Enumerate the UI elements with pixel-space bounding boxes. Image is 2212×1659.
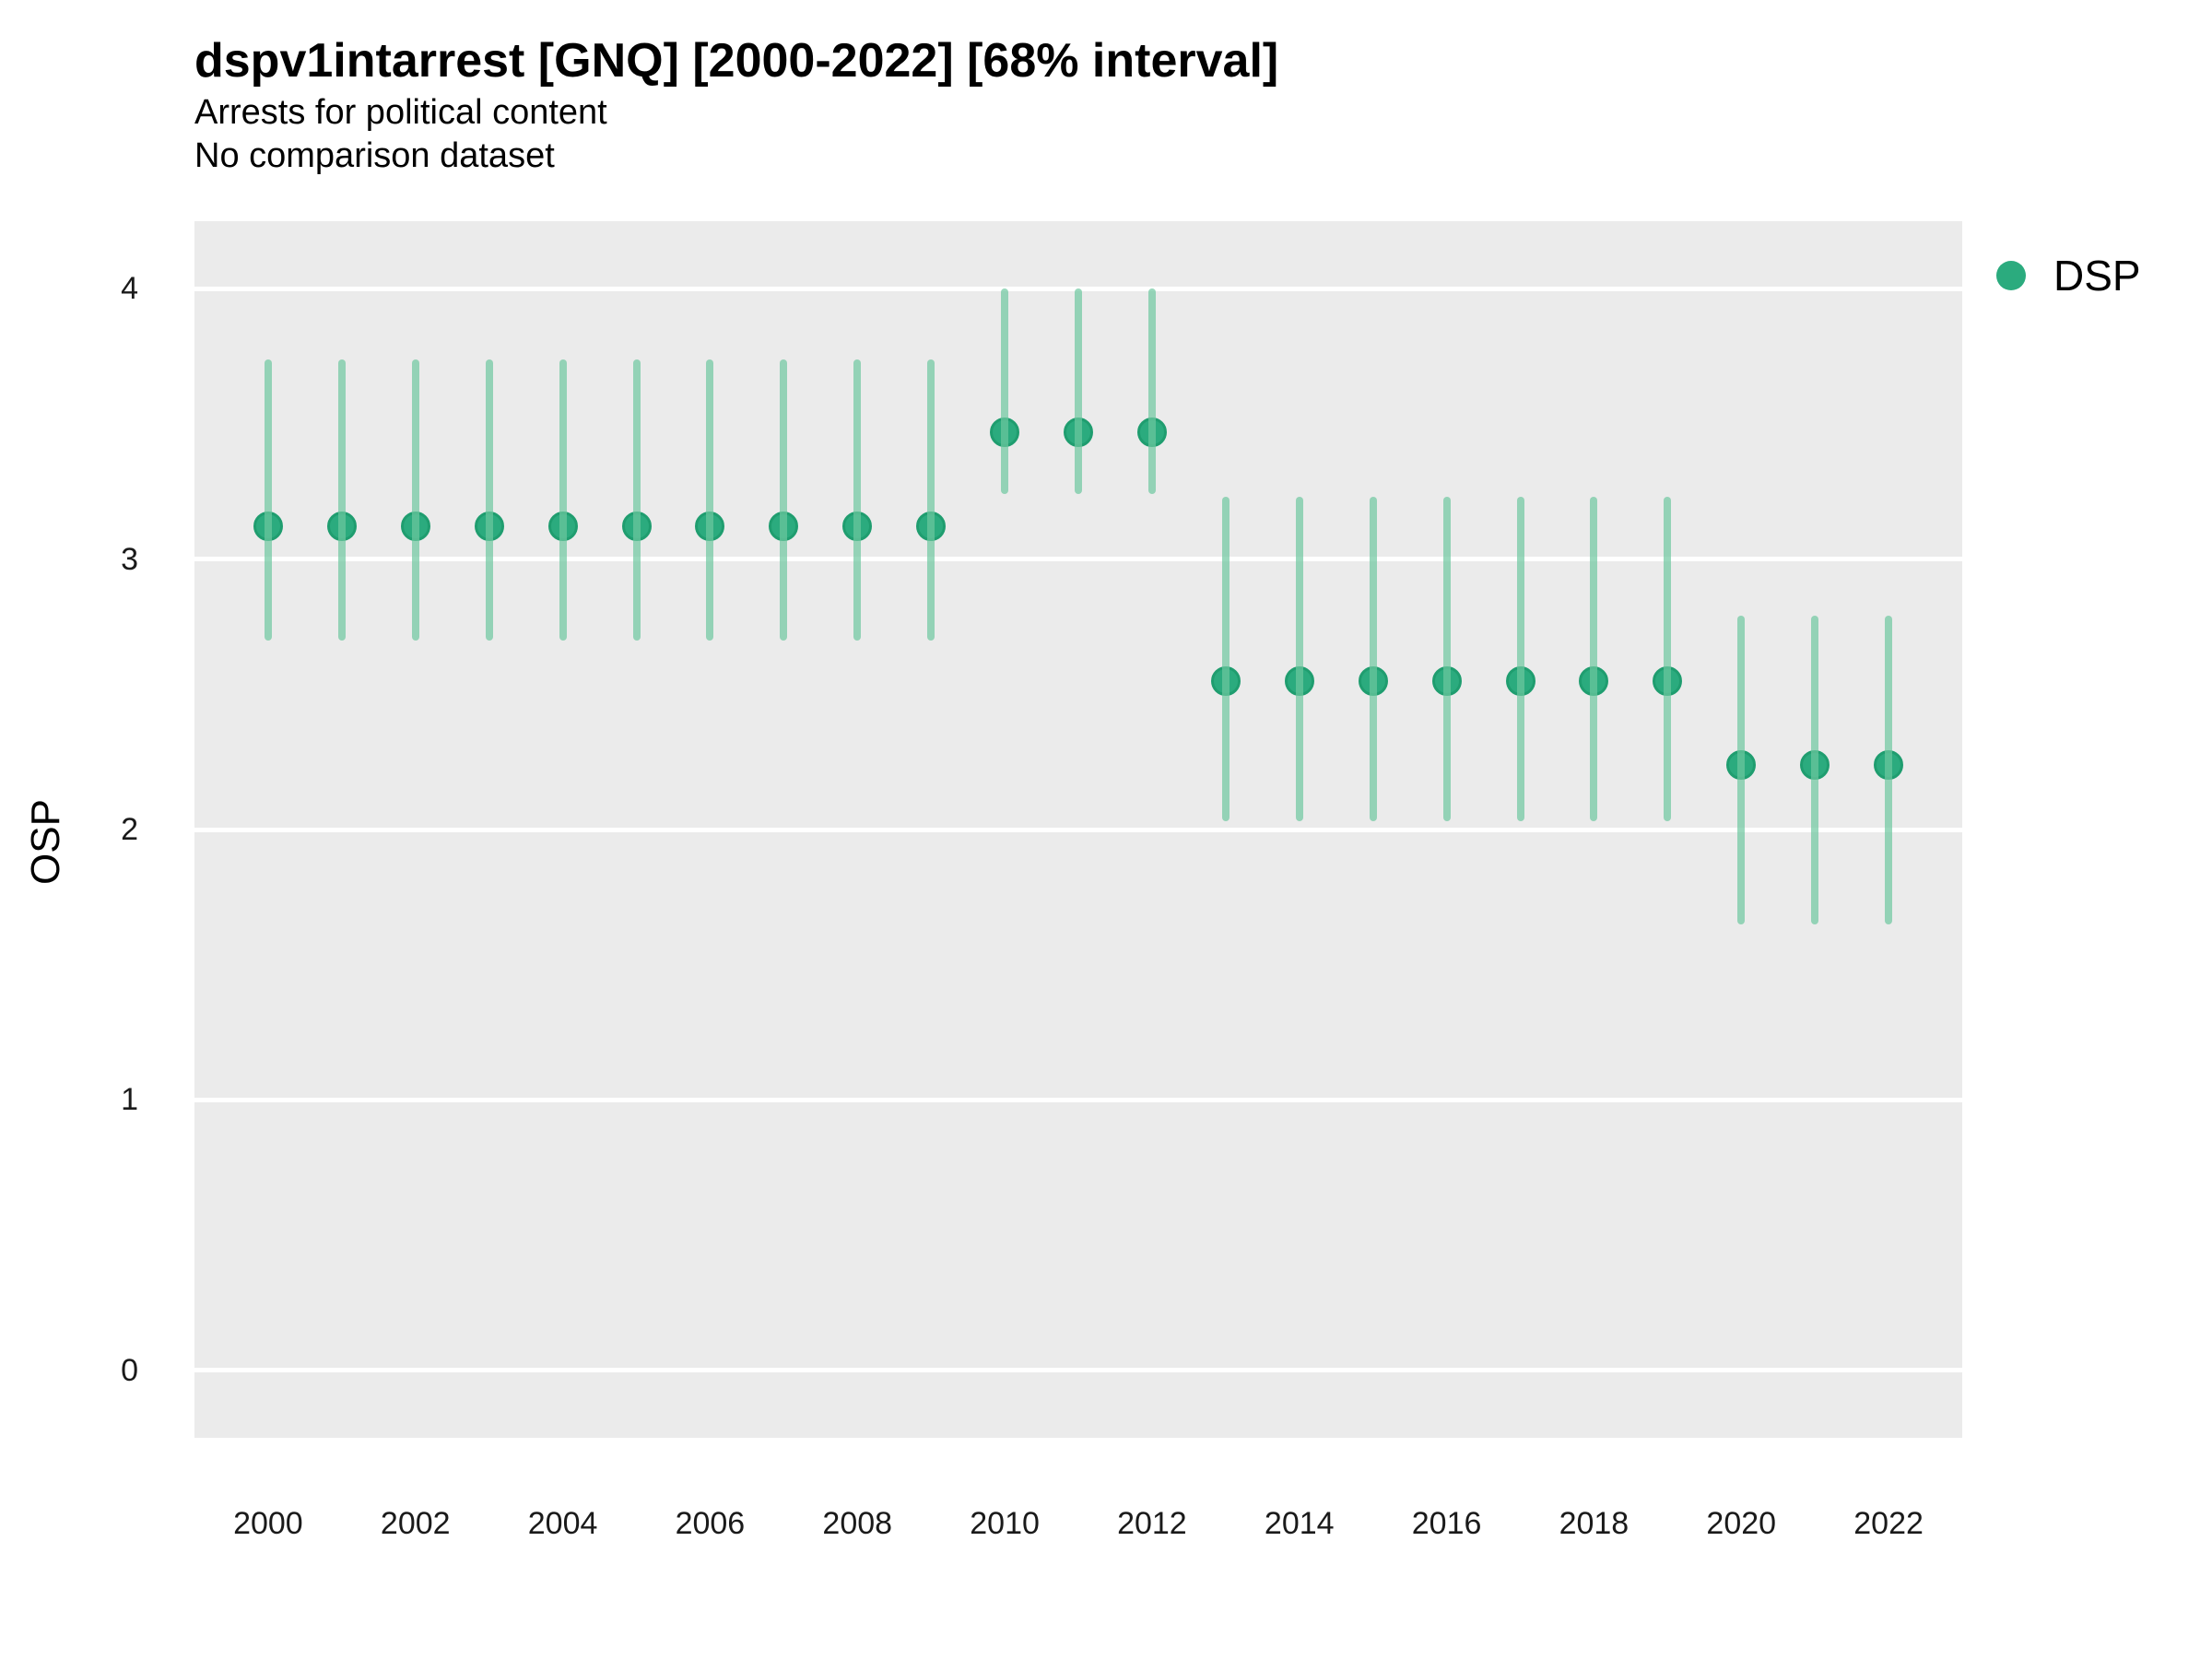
legend-label: DSP [2053,252,2141,300]
chart-title: dspv1intarrest [GNQ] [2000-2022] [68% in… [194,34,1279,88]
interval-bar-2005 [632,359,641,641]
y-tick-label-4: 4 [121,271,138,307]
y-axis-title: OSP [23,799,68,885]
x-tick-label-2020: 2020 [1706,1506,1777,1541]
x-tick-label-2000: 2000 [233,1506,303,1541]
interval-bar-2020 [1737,616,1746,924]
interval-bar-2014 [1295,497,1303,822]
legend-item-dsp: DSP [1996,251,2141,300]
gridline-y-1 [194,1097,1962,1102]
y-tick-label-3: 3 [121,541,138,577]
chart-note: No comparison dataset [194,136,555,175]
x-tick-label-2006: 2006 [675,1506,746,1541]
plot-panel [194,221,1962,1438]
x-tick-label-2012: 2012 [1117,1506,1187,1541]
x-tick-label-2018: 2018 [1559,1506,1630,1541]
x-tick-label-2014: 2014 [1264,1506,1335,1541]
y-tick-label-0: 0 [121,1352,138,1388]
gridline-y-2 [194,827,1962,832]
gridline-y-0 [194,1368,1962,1373]
x-tick-label-2022: 2022 [1853,1506,1924,1541]
interval-bar-2010 [1001,288,1009,495]
x-tick-label-2008: 2008 [822,1506,893,1541]
interval-bar-2011 [1075,288,1082,495]
interval-bar-2016 [1442,497,1451,822]
legend-circle-icon [1996,261,2026,290]
x-tick-label-2016: 2016 [1411,1506,1482,1541]
interval-bar-2015 [1369,497,1377,822]
y-tick-label-2: 2 [121,812,138,847]
x-tick-label-2010: 2010 [970,1506,1040,1541]
interval-bar-2001 [337,359,346,641]
gridline-y-3 [194,557,1962,562]
interval-bar-2004 [559,359,567,641]
interval-bar-2022 [1885,616,1893,924]
interval-bar-2000 [264,359,272,641]
legend: DSP [1996,251,2141,300]
interval-bar-2019 [1664,497,1672,822]
interval-bar-2013 [1221,497,1230,822]
interval-bar-2003 [485,359,493,641]
interval-bar-2018 [1590,497,1598,822]
interval-bar-2008 [853,359,862,641]
interval-bar-2012 [1147,288,1156,495]
interval-bar-2017 [1516,497,1524,822]
interval-bar-2006 [706,359,714,641]
chart-subtitle: Arrests for political content [194,93,607,132]
interval-bar-2002 [411,359,419,641]
y-tick-label-1: 1 [121,1082,138,1118]
x-tick-label-2004: 2004 [527,1506,598,1541]
interval-bar-2009 [927,359,935,641]
x-tick-label-2002: 2002 [380,1506,451,1541]
interval-bar-2021 [1811,616,1819,924]
interval-bar-2007 [780,359,788,641]
